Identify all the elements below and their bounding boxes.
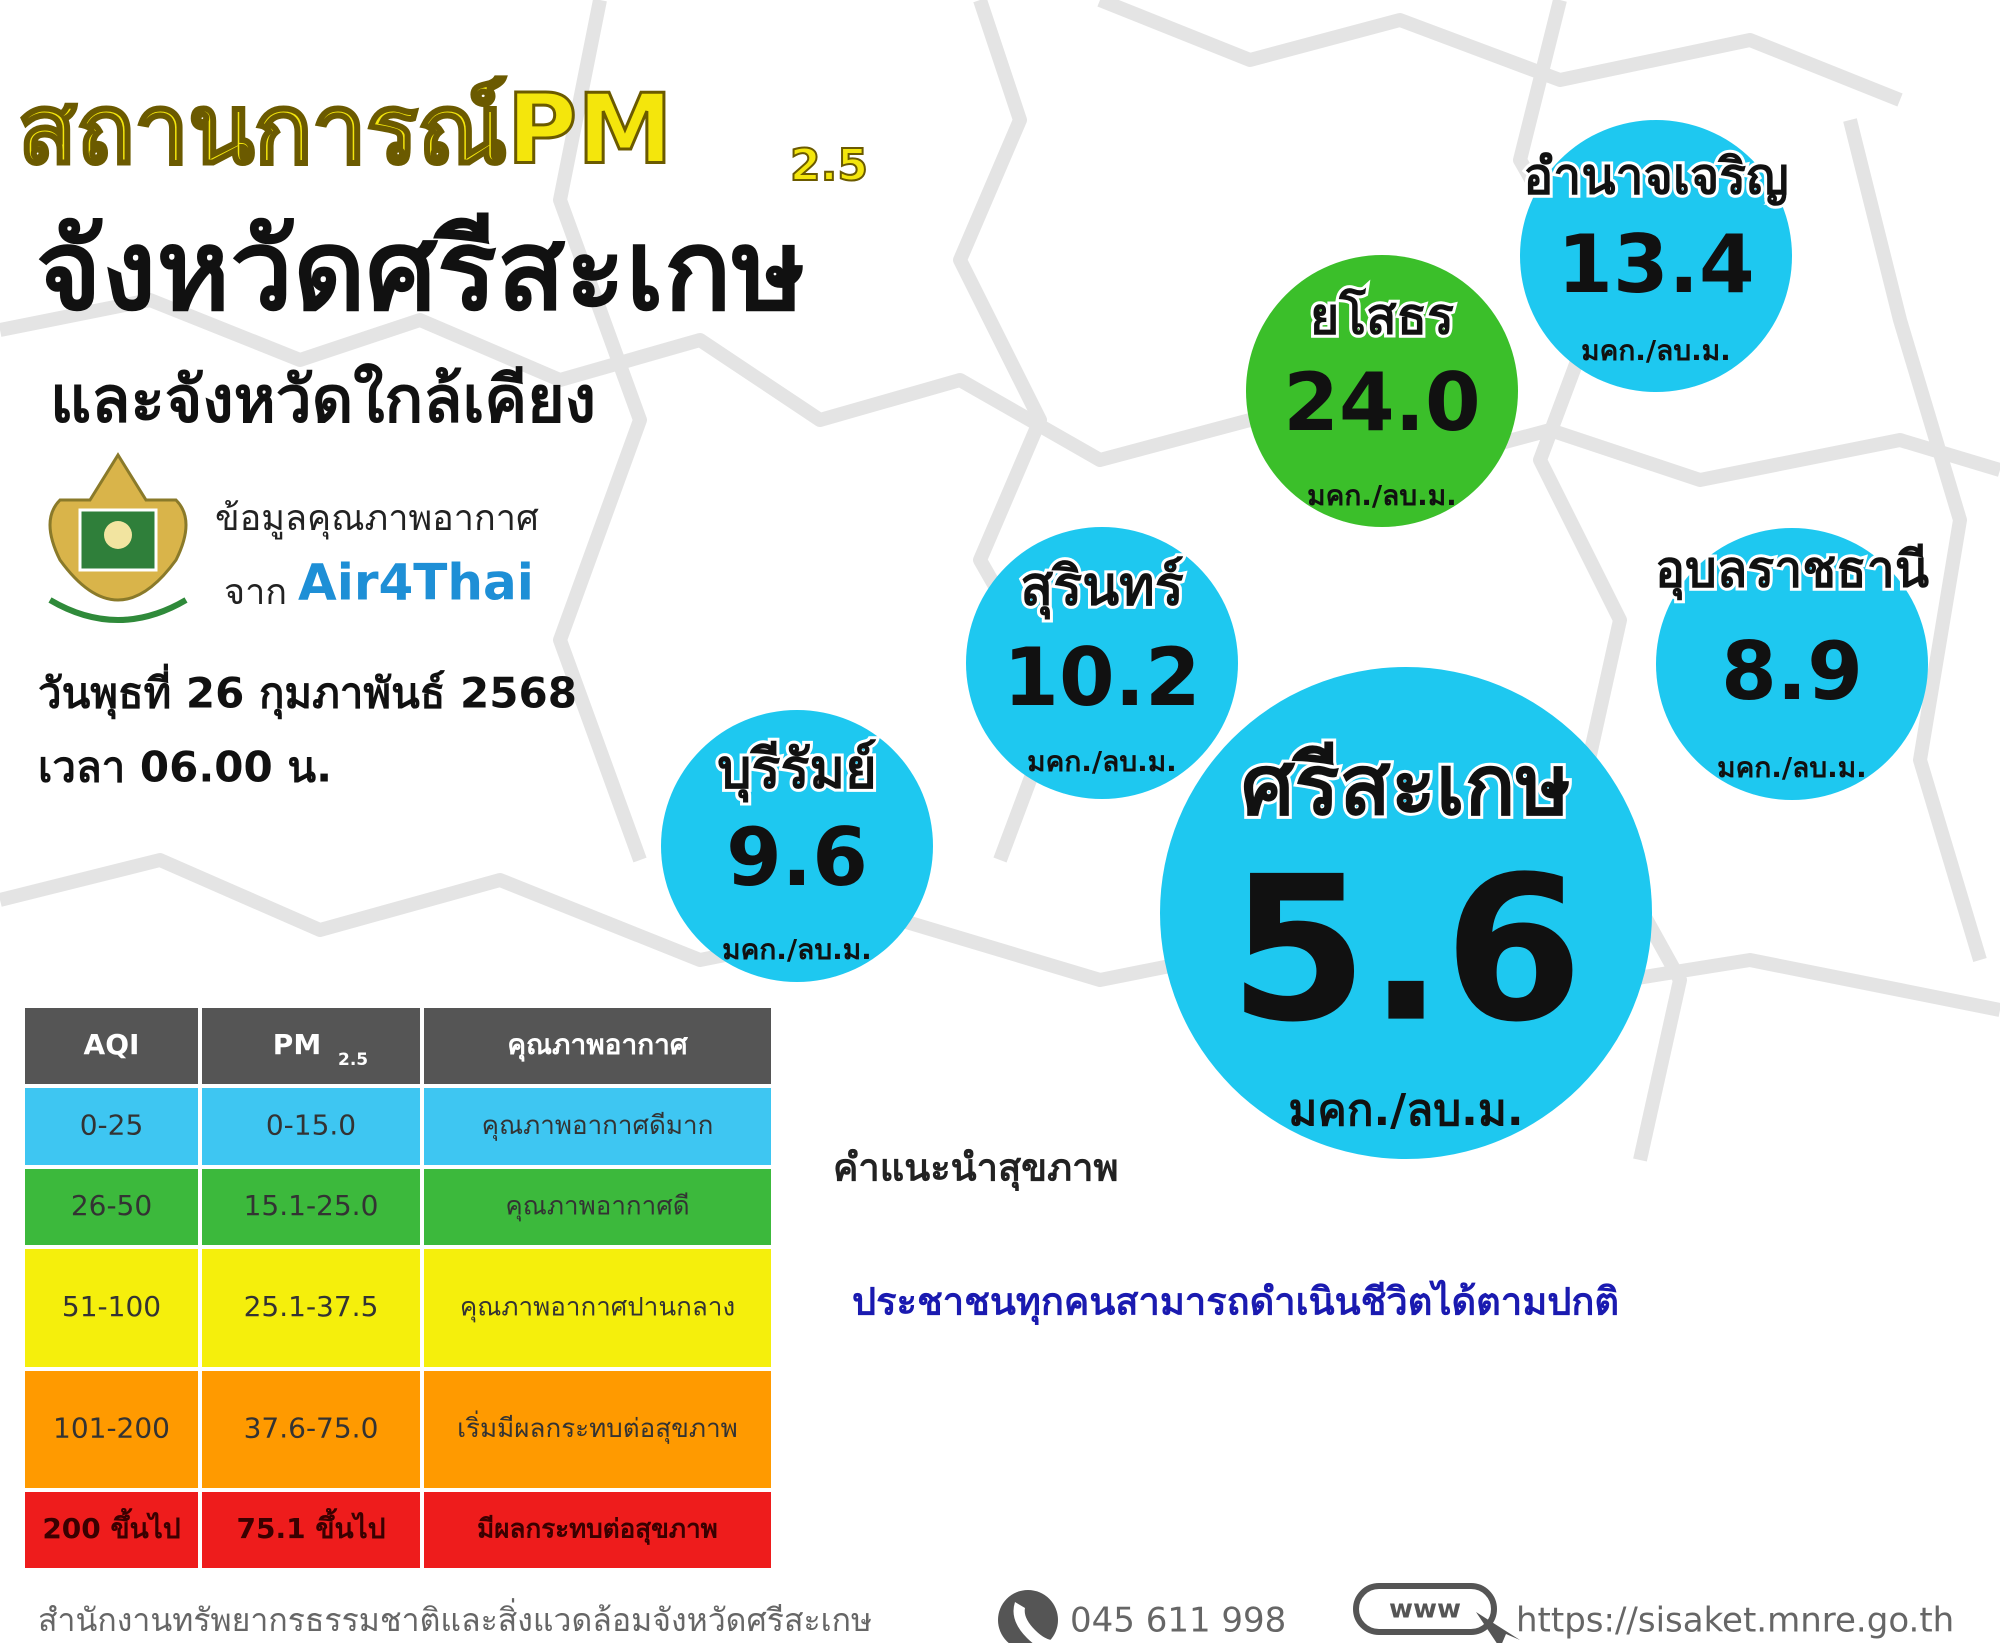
table-cell (420, 1245, 775, 1371)
svg-text:www: www (1389, 1595, 1461, 1625)
table-cell-text: 0-15.0 (266, 1109, 356, 1142)
footer-office: สำนักงานทรัพยากรธรรมชาติและสิ่งแวดล้อมจั… (38, 1598, 872, 1639)
station-value: 10.2 (1003, 631, 1200, 724)
station-name: สุรินทร์ (1020, 555, 1183, 621)
station-name: บุรีรัมย์ (717, 738, 877, 804)
table-header-text: คุณภาพอากาศ (507, 1028, 689, 1062)
table-cell-text: เริ่มมีผลกระทบต่อสุขภาพ (457, 1410, 738, 1444)
table-cell-text: 101-200 (53, 1412, 170, 1445)
station-unit: มคก./ลบ.ม. (722, 933, 872, 966)
station-unit: มคก./ลบ.ม. (1307, 479, 1457, 512)
table-cell (21, 1165, 202, 1249)
footer-url: https://sisaket.mnre.go.th (1516, 1601, 1954, 1641)
table-header-text: PM (273, 1028, 321, 1061)
station-bubble (661, 710, 933, 982)
table-cell-text: 51-100 (62, 1290, 161, 1323)
table-cell-text: 0-25 (80, 1109, 144, 1142)
table-cell-text: คุณภาพอากาศดี (505, 1192, 689, 1222)
table-header-cell (21, 1004, 202, 1088)
station: ยโสธร 24.0 มคก./ลบ.ม. (1246, 255, 1518, 527)
station-bubble (1246, 255, 1518, 527)
www-icon: www (1353, 1583, 1520, 1643)
station-value: 5.6 (1229, 834, 1583, 1067)
table-cell-text: 200 ขึ้นไป (42, 1507, 180, 1545)
phone-icon (998, 1590, 1059, 1643)
table-cell (420, 1488, 775, 1572)
table-cell-text: 15.1-25.0 (244, 1189, 379, 1222)
station-bubble (966, 527, 1238, 799)
station-bubble (1160, 667, 1652, 1159)
station: อำนาจเจริญ 13.4 มคก./ลบ.ม. (1520, 120, 1792, 392)
source-logo: Air4Thai (298, 554, 534, 612)
subtitle: และจังหวัดใกล้เคียง (50, 363, 596, 438)
table-header-cell (420, 1004, 775, 1088)
time: เวลา 06.00 น. (38, 743, 332, 792)
table-cell-text: 37.6-75.0 (244, 1412, 379, 1445)
footer-phone: 045 611 998 (1070, 1601, 1286, 1641)
title: สถานการณ์PM (18, 73, 673, 185)
table-cell-text: 26-50 (71, 1189, 152, 1222)
table-header-cell (198, 1004, 424, 1088)
station-unit: มคก./ลบ.ม. (1717, 751, 1867, 784)
source-from: จาก (224, 572, 287, 613)
station-bubble (1520, 120, 1792, 392)
table-cell (21, 1367, 202, 1492)
station-unit: มคก./ลบ.ม. (1027, 745, 1177, 778)
station-name: ศรีสะเกษ (1241, 736, 1571, 834)
station-value: 9.6 (726, 811, 868, 904)
station: อุบลราชธานี 8.9 มคก./ลบ.ม. (1652, 528, 1932, 800)
table-cell-text: 25.1-37.5 (244, 1290, 379, 1323)
table-cell (21, 1245, 202, 1371)
title-subscript: 2.5 (790, 140, 868, 191)
station-value: 13.4 (1557, 218, 1754, 311)
source-label: ข้อมูลคุณภาพอากาศ (215, 498, 539, 540)
table-header-text: AQI (84, 1028, 140, 1061)
date: วันพุธที่ 26 กุมภาพันธ์ 2568 (38, 664, 577, 720)
station-unit: มคก./ลบ.ม. (1581, 334, 1731, 367)
table-cell-text: มีผลกระทบต่อสุขภาพ (477, 1515, 718, 1546)
table-cell (420, 1367, 775, 1492)
table-cell (198, 1488, 424, 1572)
station-bubble (1656, 528, 1928, 800)
station-name: อำนาจเจริญ (1523, 148, 1789, 206)
table-header-subscript: 2.5 (338, 1050, 368, 1070)
station-value: 24.0 (1283, 356, 1480, 449)
table-cell-text: 75.1 ขึ้นไป (237, 1507, 386, 1545)
station: บุรีรัมย์ 9.6 มคก./ลบ.ม. (661, 710, 933, 982)
aqi-table: AQI PM คุณภาพอากาศ 2.5 0-25 0-15.0 คุณภาพอากาศ… (21, 1004, 775, 1572)
emblem (48, 452, 188, 623)
station-unit: มคก./ลบ.ม. (1288, 1085, 1523, 1136)
advice-title: คำแนะนำสุขภาพ (833, 1146, 1119, 1192)
station: สุรินทร์ 10.2 มคก./ลบ.ม. (966, 527, 1238, 799)
table-cell-text: คุณภาพอากาศดีมาก (482, 1111, 714, 1141)
province-title: จังหวัดศรีสะเกษ (36, 206, 805, 336)
table-cell (420, 1084, 775, 1169)
advice-text: ประชาชนทุกคนสามารถดำเนินชีวิตได้ตามปกติ (852, 1280, 1619, 1326)
table-cell-text: คุณภาพอากาศปานกลาง (460, 1293, 735, 1323)
station-name: อุบลราชธานี (1655, 541, 1929, 601)
station-value: 8.9 (1721, 625, 1863, 718)
station-name: ยโสธร (1310, 287, 1454, 346)
table-cell (21, 1488, 202, 1572)
